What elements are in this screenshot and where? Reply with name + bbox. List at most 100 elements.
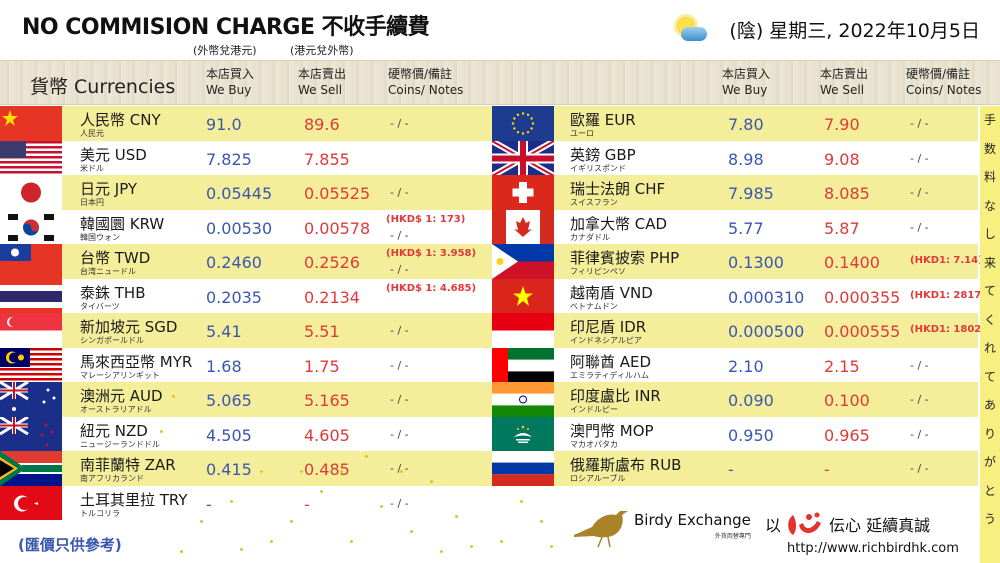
coins-notes-header-right: 硬幣價/備註 Coins/ Notes	[906, 67, 982, 97]
hkd-conversion-note: (HKD1: 1802)	[910, 324, 986, 335]
sell-rate: 4.605	[304, 425, 350, 445]
vertical-char: て	[983, 284, 996, 298]
rate-row-aed: 阿聯酋 AED エミラティディルハム 2.10 2.15 - / -	[492, 347, 978, 382]
russia-flag-icon	[492, 451, 554, 486]
buy-rate: 91.0	[206, 115, 242, 134]
currency-kana: トルコリラ	[80, 508, 120, 518]
vertical-char: 手	[983, 113, 996, 127]
currency-name: 澳門幣 MOP	[570, 421, 654, 440]
page-title: NO COMMISION CHARGE 不收手續費	[22, 15, 430, 40]
currency-kana: 人民元	[80, 129, 104, 138]
sell-rate: 7.90	[824, 115, 860, 134]
buy-rate: 5.41	[206, 322, 242, 341]
rate-row-aud: 澳洲元 AUD オーストラリアドル 5.065 5.165 - / -	[0, 382, 492, 417]
currency-kana: タイバーツ	[80, 301, 120, 311]
we-sell-header: 本店賣出 We Sell	[298, 67, 347, 97]
switzerland-flag-icon	[492, 175, 554, 210]
currency-kana: ベトナムドン	[570, 301, 618, 311]
sell-rate: 8.085	[824, 184, 870, 203]
macau-flag-icon	[492, 416, 554, 451]
coins-notes: - / -	[910, 462, 929, 475]
rate-row-cny: 人民幣 CNY 人民元 91.0 89.6 - / -	[0, 106, 492, 141]
currency-kana: エミラティディルハム	[570, 370, 649, 380]
currency-kana: 日本円	[80, 198, 104, 207]
sell-rate: 0.485	[304, 460, 350, 479]
currency-name: 美元 USD	[80, 145, 147, 164]
vertical-char: 数	[983, 141, 996, 156]
sell-rate: 0.000555	[824, 322, 901, 341]
currency-kana: マカオパタカ	[570, 439, 618, 449]
buy-rate: 1.68	[206, 356, 242, 376]
rate-row-gbp: 英鎊 GBP イギリスポンド 8.98 9.08 - / -	[492, 140, 978, 175]
coins-notes: - / -	[910, 358, 929, 372]
rate-row-rub: 俄羅斯盧布 RUB ロシアルーブル - - - / -	[492, 451, 978, 486]
rate-row-cad: 加拿大幣 CAD カナダドル 5.77 5.87 - / -	[492, 209, 978, 244]
birdy-exchange-logo: Birdy Exchange 外貨両替專門	[572, 505, 751, 549]
currency-name: 印度盧比 INR	[570, 387, 661, 405]
currency-kana: フィリピンペソ	[570, 267, 626, 276]
currency-name: 泰銖 THB	[80, 283, 146, 302]
buy-rate: 2.10	[728, 356, 764, 376]
coins-notes: - / -	[910, 186, 929, 199]
rate-row-try: 土耳其里拉 TRY トルコリラ - - - / -	[0, 485, 492, 520]
rate-row-twd: 台幣 TWD 台湾ニュードル 0.2460 0.2526 (HKD$ 1: 3.9…	[0, 244, 492, 279]
hkd-conversion-note: (HKD$ 1: 173)	[386, 213, 466, 225]
currency-name: 日元 JPY	[80, 180, 138, 198]
canada-flag-icon	[492, 209, 554, 244]
currency-name: 英鎊 GBP	[570, 145, 636, 164]
malaysia-flag-icon	[0, 347, 62, 382]
buy-rate: 7.985	[728, 184, 774, 203]
currency-kana: オーストラリアドル	[80, 405, 152, 414]
hkd-conversion-note: (HKD1: 7.14)	[910, 255, 983, 266]
uk-flag-icon	[492, 140, 554, 175]
coins-notes: - / -	[910, 151, 929, 165]
singapore-flag-icon	[0, 313, 62, 348]
website-link[interactable]: http://www.richbirdhk.com	[787, 541, 959, 556]
sell-rate: 0.2526	[304, 253, 360, 272]
currency-name: 菲律賓披索 PHP	[570, 249, 680, 267]
rate-row-zar: 南菲蘭特 ZAR 南アフリカランド 0.415 0.485 - / -	[0, 451, 492, 486]
disclaimer-text: (匯價只供參考)	[18, 536, 122, 554]
rate-row-chf: 瑞士法朗 CHF スイスフラン 7.985 8.085 - / -	[492, 175, 978, 210]
thailand-flag-icon	[0, 278, 62, 313]
currency-name: 加拿大幣 CAD	[570, 214, 668, 233]
vertical-char: て	[983, 369, 996, 384]
buy-rate: 0.090	[728, 391, 774, 410]
currency-name: 馬來西亞幣 MYR	[80, 352, 193, 371]
currency-name: 俄羅斯盧布 RUB	[570, 456, 682, 474]
buy-rate: 0.2460	[206, 253, 262, 272]
coins-notes: - / -	[390, 496, 409, 510]
currency-kana: シンガポールドル	[80, 336, 144, 345]
sell-rate: 0.00578	[304, 218, 371, 238]
currency-name: 越南盾 VND	[570, 283, 653, 302]
new-zealand-flag-icon	[0, 416, 62, 451]
sell-rate: 9.08	[824, 149, 860, 169]
vertical-char: な	[983, 198, 996, 213]
sell-rate: 0.000355	[824, 287, 901, 307]
coins-notes: - / -	[390, 358, 409, 372]
coins-notes: - / -	[390, 117, 409, 130]
vertical-char: く	[983, 312, 996, 327]
coins-notes: - / -	[910, 427, 929, 441]
buy-rate: 5.77	[728, 218, 764, 238]
vertical-char: 来	[983, 255, 996, 270]
buy-rate: 0.415	[206, 460, 252, 479]
buy-rate: 0.000500	[728, 322, 805, 341]
we-sell-header-right: 本店賣出 We Sell	[820, 67, 869, 97]
vertical-char: し	[983, 227, 996, 241]
buy-rate: 7.80	[728, 115, 764, 134]
currencies-header: 貨幣 Currencies	[30, 76, 176, 98]
sun-behind-cloud-icon	[673, 16, 708, 43]
buy-rate: 0.1300	[728, 253, 784, 272]
currency-name: 印尼盾 IDR	[570, 318, 647, 336]
sell-rate: 0.1400	[824, 253, 880, 272]
currency-kana: 南アフリカランド	[80, 474, 144, 483]
currency-name: 人民幣 CNY	[80, 111, 161, 129]
sell-direction-label: (港元兌外幣)	[290, 44, 354, 57]
currency-name: 新加坡元 SGD	[80, 318, 178, 336]
australia-flag-icon	[0, 382, 62, 417]
bird-logo-icon	[574, 511, 628, 548]
vietnam-flag-icon	[492, 278, 554, 313]
vertical-char: が	[983, 455, 996, 469]
buy-rate: 0.000310	[728, 287, 805, 307]
